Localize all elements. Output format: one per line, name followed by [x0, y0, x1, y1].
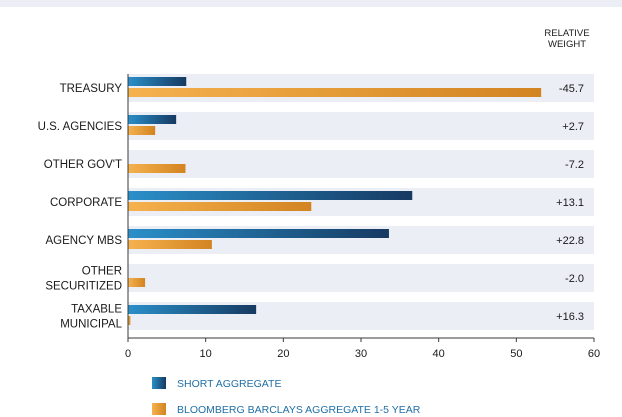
legend-swatch-benchmark — [152, 403, 166, 415]
x-tick-label: 20 — [277, 348, 289, 360]
category-label: OTHER — [82, 266, 122, 278]
row-band — [128, 112, 594, 140]
category-label: CORPORATE — [50, 197, 122, 209]
bar-benchmark — [128, 202, 312, 211]
legend-swatch-short-aggregate — [152, 377, 166, 389]
legend-label-benchmark: BLOOMBERG BARCLAYS AGGREGATE 1-5 YEAR — [177, 404, 421, 416]
relative-weight-value: -7.2 — [565, 159, 584, 171]
relative-weight-header-line-1: RELATIVE — [544, 28, 589, 39]
row-band — [128, 264, 594, 292]
category-label: TREASURY — [60, 83, 123, 95]
legend: SHORT AGGREGATE BLOOMBERG BARCLAYS AGGREG… — [152, 377, 421, 416]
relative-weight-value: +16.3 — [556, 311, 584, 323]
legend-label-short-aggregate: SHORT AGGREGATE — [177, 378, 281, 390]
bar-benchmark — [128, 278, 146, 287]
bar-benchmark — [128, 88, 542, 97]
relative-weight-header-line-2: WEIGHT — [548, 39, 586, 50]
x-tick-label: 40 — [433, 348, 445, 360]
category-label: TAXABLE — [71, 304, 122, 316]
x-tick-label: 60 — [588, 348, 600, 360]
category-label: OTHER GOV'T — [44, 159, 122, 171]
relative-weight-value: -2.0 — [565, 273, 584, 285]
x-tick-label: 30 — [355, 348, 367, 360]
relative-weight-value: -45.7 — [559, 83, 584, 95]
bar-short-aggregate — [128, 229, 389, 238]
bar-short-aggregate — [128, 115, 177, 124]
category-label: U.S. AGENCIES — [38, 121, 123, 133]
bar-benchmark — [128, 240, 212, 249]
relative-weight-value: +2.7 — [562, 121, 584, 133]
row-band — [128, 150, 594, 178]
x-tick-label: 0 — [125, 348, 131, 360]
bar-short-aggregate — [128, 191, 413, 200]
bar-benchmark — [128, 316, 131, 325]
category-label: MUNICIPAL — [60, 319, 122, 331]
category-label: SECURITIZED — [45, 281, 122, 293]
relative-weight-value: +22.8 — [556, 235, 584, 247]
bar-benchmark — [128, 126, 156, 135]
relative-weight-value: +13.1 — [556, 197, 584, 209]
bar-benchmark — [128, 164, 186, 173]
x-tick-label: 50 — [510, 348, 522, 360]
x-tick-label: 10 — [200, 348, 212, 360]
bar-short-aggregate — [128, 305, 257, 314]
top-band — [0, 0, 622, 7]
rows-layer: TREASURY -45.7 U.S. AGENCIES +2.7 OTHER GOV'… — [38, 74, 594, 331]
category-label: AGENCY MBS — [46, 235, 123, 247]
x-axis: 0 10 20 30 40 50 60 — [125, 74, 600, 360]
bar-short-aggregate — [128, 77, 187, 86]
